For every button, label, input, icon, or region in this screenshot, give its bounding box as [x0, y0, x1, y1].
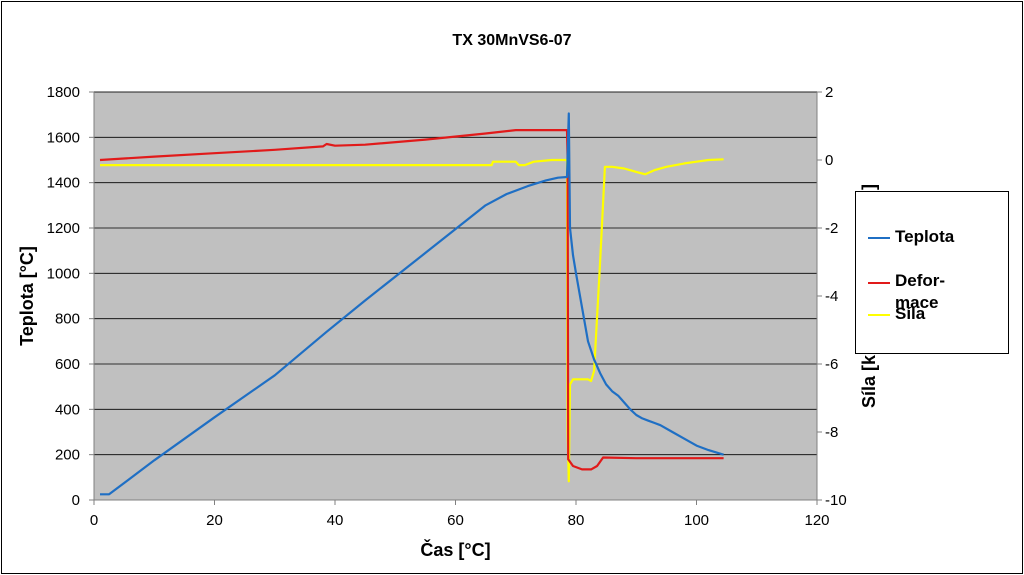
legend-label-deformace-2: mace	[895, 293, 939, 312]
chart-title: TX 30MnVS6-07	[452, 32, 572, 49]
x-tick-label: 120	[804, 512, 829, 529]
legend-swatch-teplota	[868, 237, 890, 239]
y-left-tick-label: 800	[55, 311, 80, 328]
x-axis-title: Čas [°C]	[420, 539, 490, 560]
y-left-tick-label: 200	[55, 447, 80, 464]
y-right-tick-label: -2	[825, 220, 838, 237]
x-tick-label: 60	[447, 512, 464, 529]
y-left-tick-label: 1400	[47, 175, 80, 192]
legend-label-deformace-1: Defor-	[895, 271, 946, 290]
legend-swatch-sila	[868, 314, 890, 316]
legend-label-sila: Síla	[895, 304, 926, 323]
series-line-0	[100, 112, 724, 496]
chart-legend: Teplota Defor- mace Síla	[855, 191, 1009, 354]
y-axis-left-title: Teplota [°C]	[17, 246, 37, 346]
y-left-tick-label: 600	[55, 356, 80, 373]
series-line-2	[100, 158, 724, 483]
y-left-tick-label: 0	[72, 492, 80, 509]
series-line-1	[99, 129, 724, 471]
y-right-tick-label: 0	[825, 152, 833, 169]
y-left-tick-label: 1800	[47, 84, 80, 101]
x-tick-label: 20	[206, 512, 223, 529]
y-right-tick-label: -10	[825, 492, 847, 509]
legend-label-teplota: Teplota	[895, 227, 955, 246]
y-left-tick-label: 400	[55, 401, 80, 418]
x-tick-label: 0	[90, 512, 98, 529]
x-tick-label: 80	[568, 512, 585, 529]
y-right-tick-label: -4	[825, 288, 838, 305]
y-left-tick-label: 1600	[47, 129, 80, 146]
x-tick-label: 40	[327, 512, 344, 529]
x-tick-label: 100	[684, 512, 709, 529]
y-right-tick-label: -8	[825, 424, 838, 441]
y-left-tick-label: 1200	[47, 220, 80, 237]
y-right-tick-label: 2	[825, 84, 833, 101]
legend-swatch-deformace	[868, 282, 890, 284]
y-right-tick-label: -6	[825, 356, 838, 373]
y-left-tick-label: 1000	[47, 265, 80, 282]
plot-area	[93, 91, 818, 501]
